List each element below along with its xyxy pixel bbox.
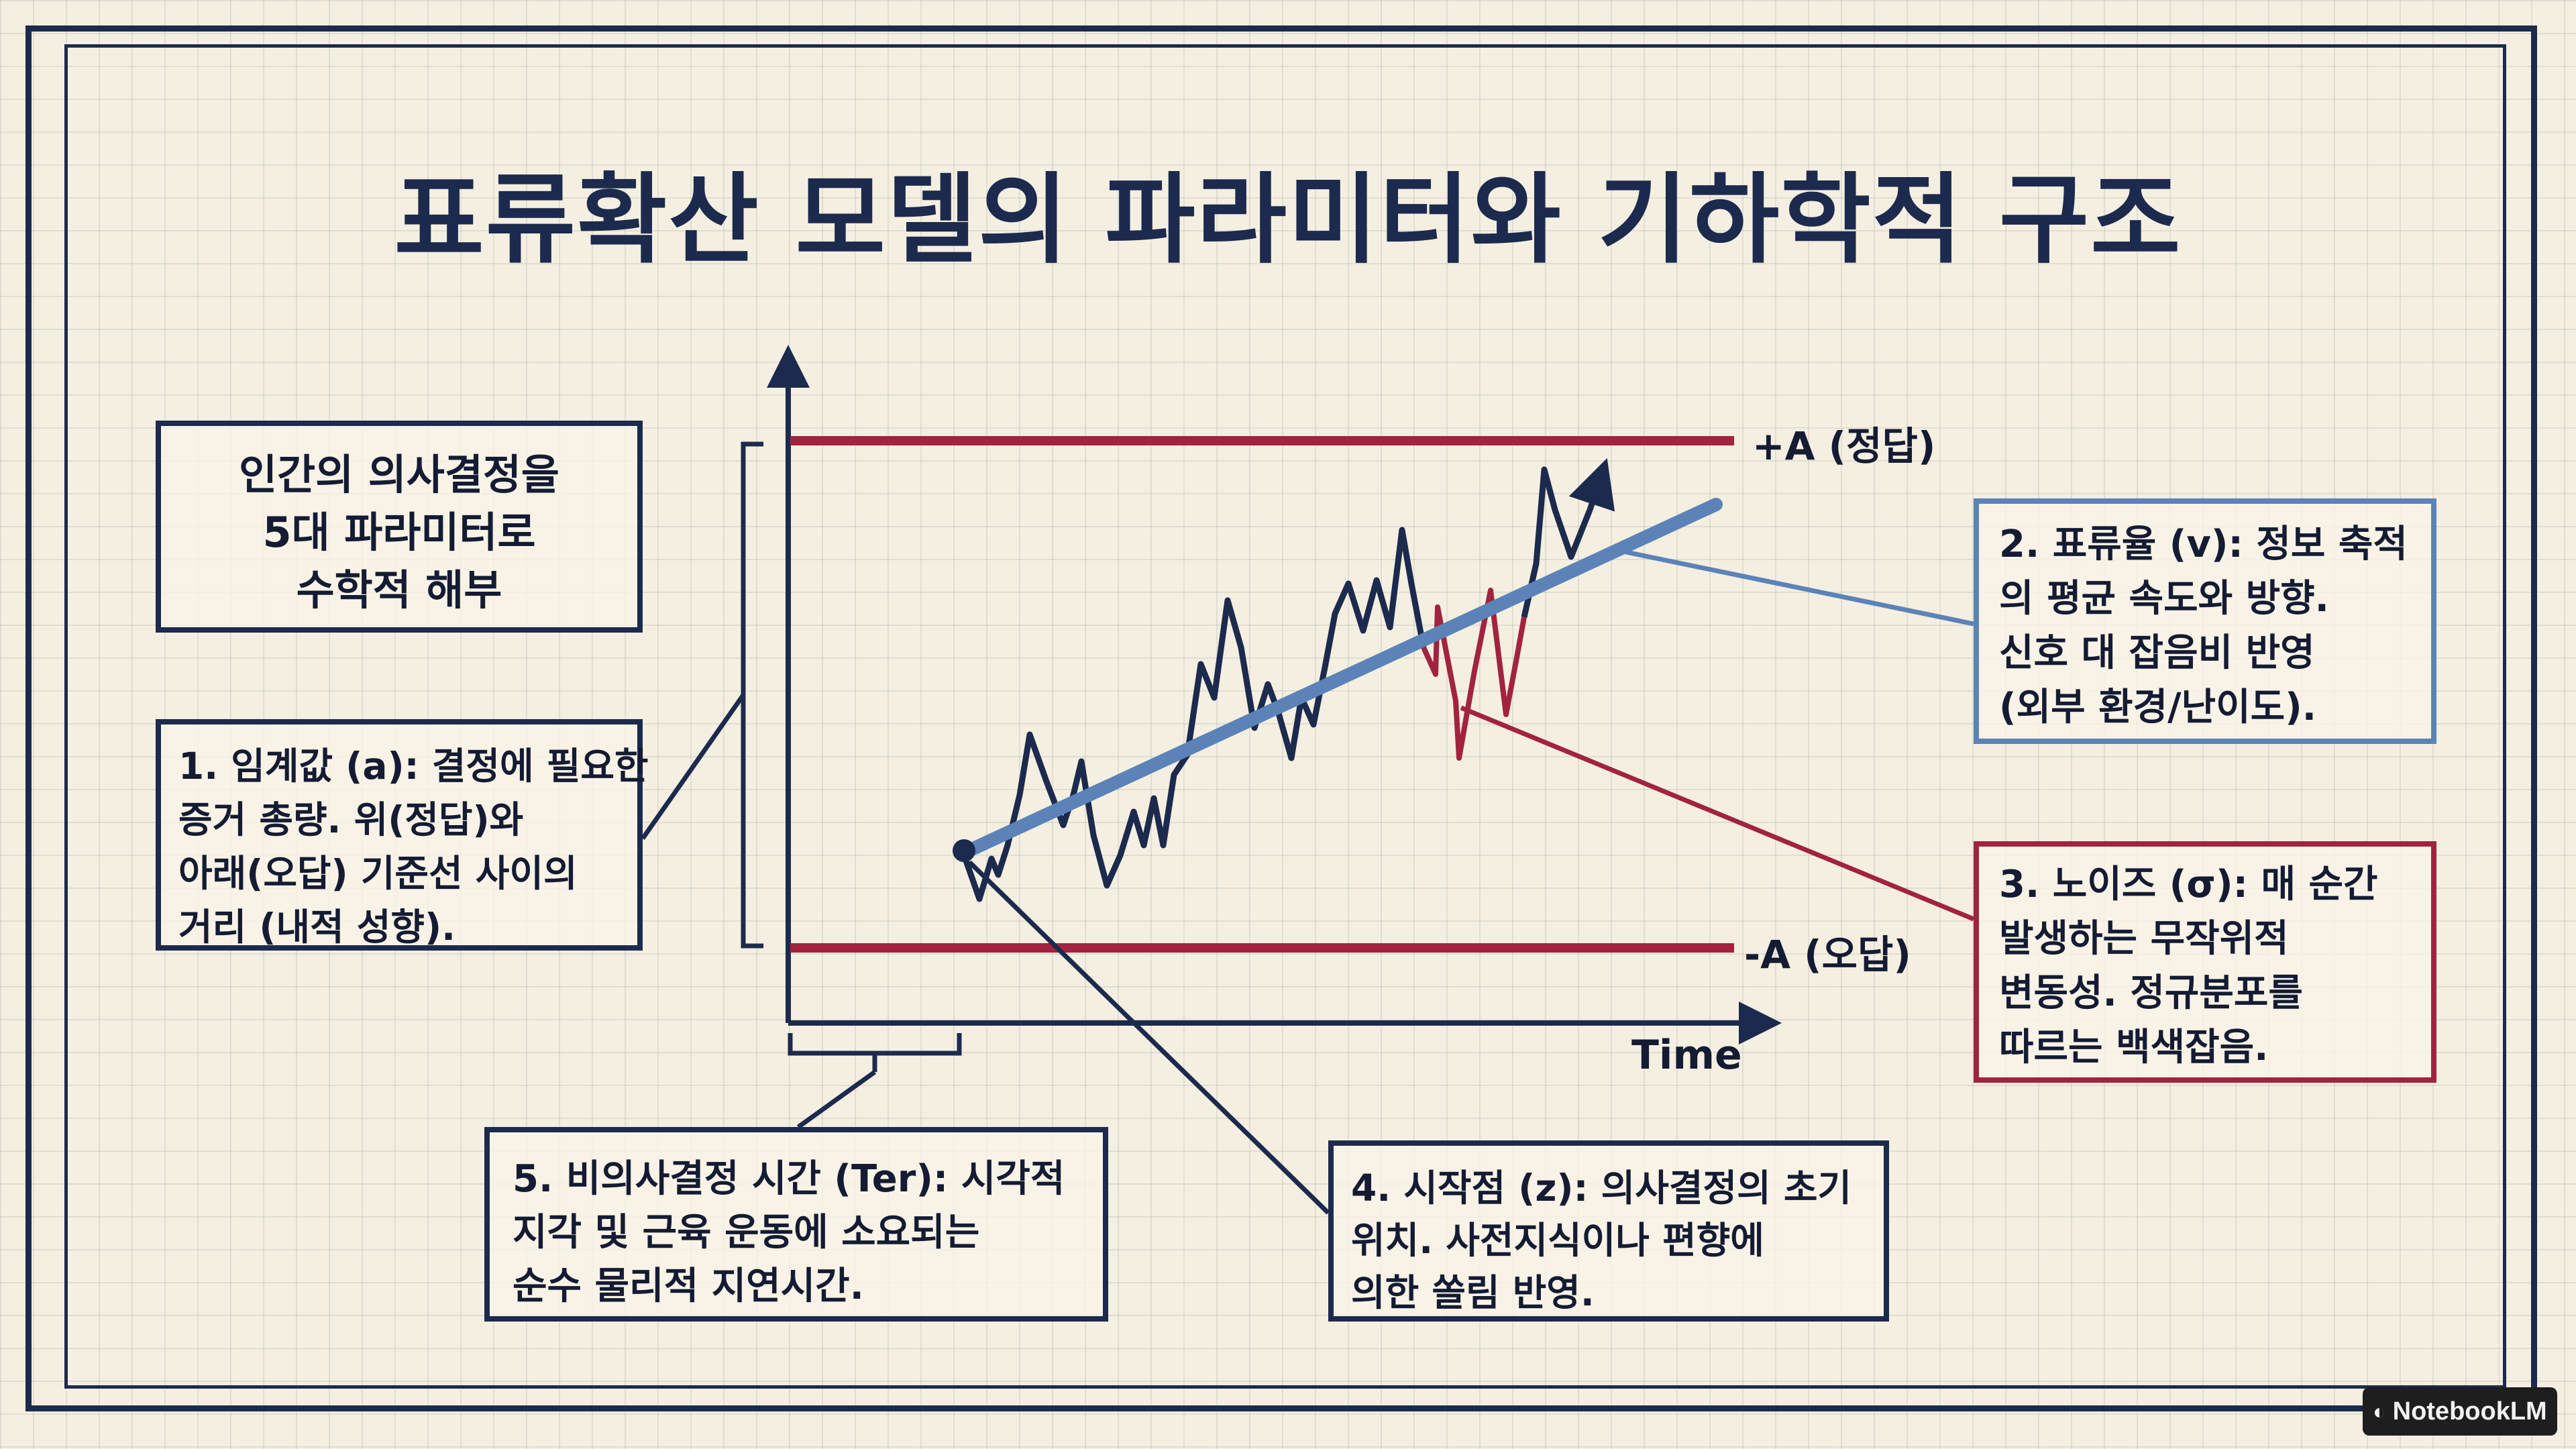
intro-line: 수학적 해부	[296, 566, 502, 614]
intro-line: 5대 파라미터로	[262, 508, 536, 557]
threshold-bracket	[741, 441, 763, 949]
outer-frame	[25, 25, 2537, 1411]
upper-boundary-label: +A (정답)	[1752, 423, 1936, 469]
param-text-line: 아래(오답) 기준선 사이의	[178, 852, 578, 895]
watermark-text: NotebookLM	[2392, 1397, 2547, 1426]
param-text-line: 순수 물리적 지연시간.	[513, 1265, 864, 1308]
param-text-line: 지각 및 근육 운동에 소요되는	[513, 1211, 980, 1254]
param-text-line: 의 평균 속도와 방향.	[1999, 577, 2329, 621]
x-axis-label: Time	[1631, 1032, 1742, 1079]
param-text-line: 1. 임계값 (a): 결정에 필요한	[178, 745, 649, 788]
param-text-line: 신호 대 잡음비 반영	[1999, 631, 2315, 675]
param-text-line: 증거 총량. 위(정답)와	[178, 798, 524, 841]
start-point	[953, 839, 975, 862]
param-text-line: 의한 쏠림 반영.	[1351, 1271, 1595, 1314]
intro-line: 인간의 의사결정을	[239, 450, 559, 499]
evidence-path	[959, 527, 1427, 902]
lower-boundary-label: -A (오답)	[1744, 932, 1911, 977]
drift-rate-line	[959, 498, 1723, 859]
nondecision-connector	[796, 1070, 877, 1129]
noise-param-box: 3. 노이즈 (σ): 매 순간 발생하는 무작위적 변동성. 정규분포를 따르…	[1974, 841, 2436, 1083]
param-text-line: 3. 노이즈 (σ): 매 순간	[1999, 863, 2378, 906]
param-text-line: 4. 시작점 (z): 의사결정의 초기	[1351, 1167, 1852, 1210]
drift-param-box: 2. 표류율 (v): 정보 축적 의 평균 속도와 방향. 신호 대 잡음비 …	[1974, 498, 2436, 744]
param-text-line: 위치. 사전지식이나 편향에	[1351, 1219, 1764, 1262]
page-title: 표류확산 모델의 파라미터와 기하학적 구조	[394, 163, 2182, 277]
drift-connector	[1609, 546, 1974, 627]
noise-connector	[1460, 705, 1975, 922]
notebooklm-watermark: ◐ NotebookLM	[2363, 1387, 2557, 1436]
threshold-connector	[641, 693, 745, 841]
param-text-line: (외부 환경/난이도).	[1999, 686, 2317, 729]
param-text-line: 따르는 백색잡음.	[1999, 1026, 2269, 1069]
start-connector	[967, 860, 1330, 1215]
threshold-param-box: 1. 임계값 (a): 결정에 필요한 증거 총량. 위(정답)와 아래(오답)…	[156, 719, 649, 951]
nondecision-param-box: 5. 비의사결정 시간 (Ter): 시각적 지각 및 근육 운동에 소요되는 …	[484, 1127, 1108, 1322]
param-text-line: 변동성. 정규분포를	[1999, 971, 2303, 1015]
intro-box: 인간의 의사결정을 5대 파라미터로 수학적 해부	[156, 421, 643, 633]
evidence-path-end	[1521, 458, 1615, 618]
param-text-line: 거리 (내적 성향).	[178, 906, 456, 949]
nondecision-bracket	[788, 1033, 962, 1056]
param-text-line: 2. 표류율 (v): 정보 축적	[1999, 523, 2408, 566]
start-point-param-box: 4. 시작점 (z): 의사결정의 초기 위치. 사전지식이나 편향에 의한 쏠…	[1328, 1140, 1889, 1322]
inner-frame	[64, 44, 2506, 1389]
param-text-line: 5. 비의사결정 시간 (Ter): 시각적	[513, 1157, 1065, 1201]
param-text-line: 발생하는 무작위적	[1999, 917, 2289, 961]
notebooklm-logo-icon: ◐	[2373, 1399, 2386, 1424]
